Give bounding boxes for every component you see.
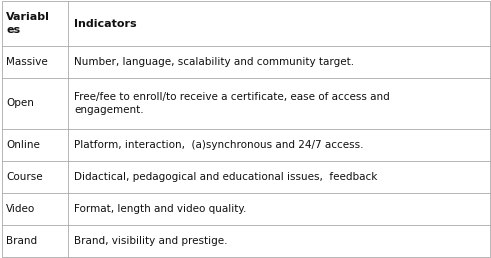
- Text: Didactical, pedagogical and educational issues,  feedback: Didactical, pedagogical and educational …: [74, 172, 378, 182]
- Text: Open: Open: [6, 98, 34, 108]
- Text: Indicators: Indicators: [74, 19, 137, 28]
- Text: Number, language, scalability and community target.: Number, language, scalability and commun…: [74, 57, 355, 67]
- Text: Massive: Massive: [6, 57, 48, 67]
- Text: Brand, visibility and prestige.: Brand, visibility and prestige.: [74, 236, 228, 246]
- Text: Course: Course: [6, 172, 43, 182]
- Text: Variabl
es: Variabl es: [6, 12, 50, 35]
- Text: Online: Online: [6, 140, 40, 150]
- Text: Free/fee to enroll/to receive a certificate, ease of access and
engagement.: Free/fee to enroll/to receive a certific…: [74, 92, 390, 115]
- Text: Video: Video: [6, 204, 36, 214]
- Text: Platform, interaction,  (a)synchronous and 24/7 access.: Platform, interaction, (a)synchronous an…: [74, 140, 364, 150]
- Text: Brand: Brand: [6, 236, 37, 246]
- Text: Format, length and video quality.: Format, length and video quality.: [74, 204, 246, 214]
